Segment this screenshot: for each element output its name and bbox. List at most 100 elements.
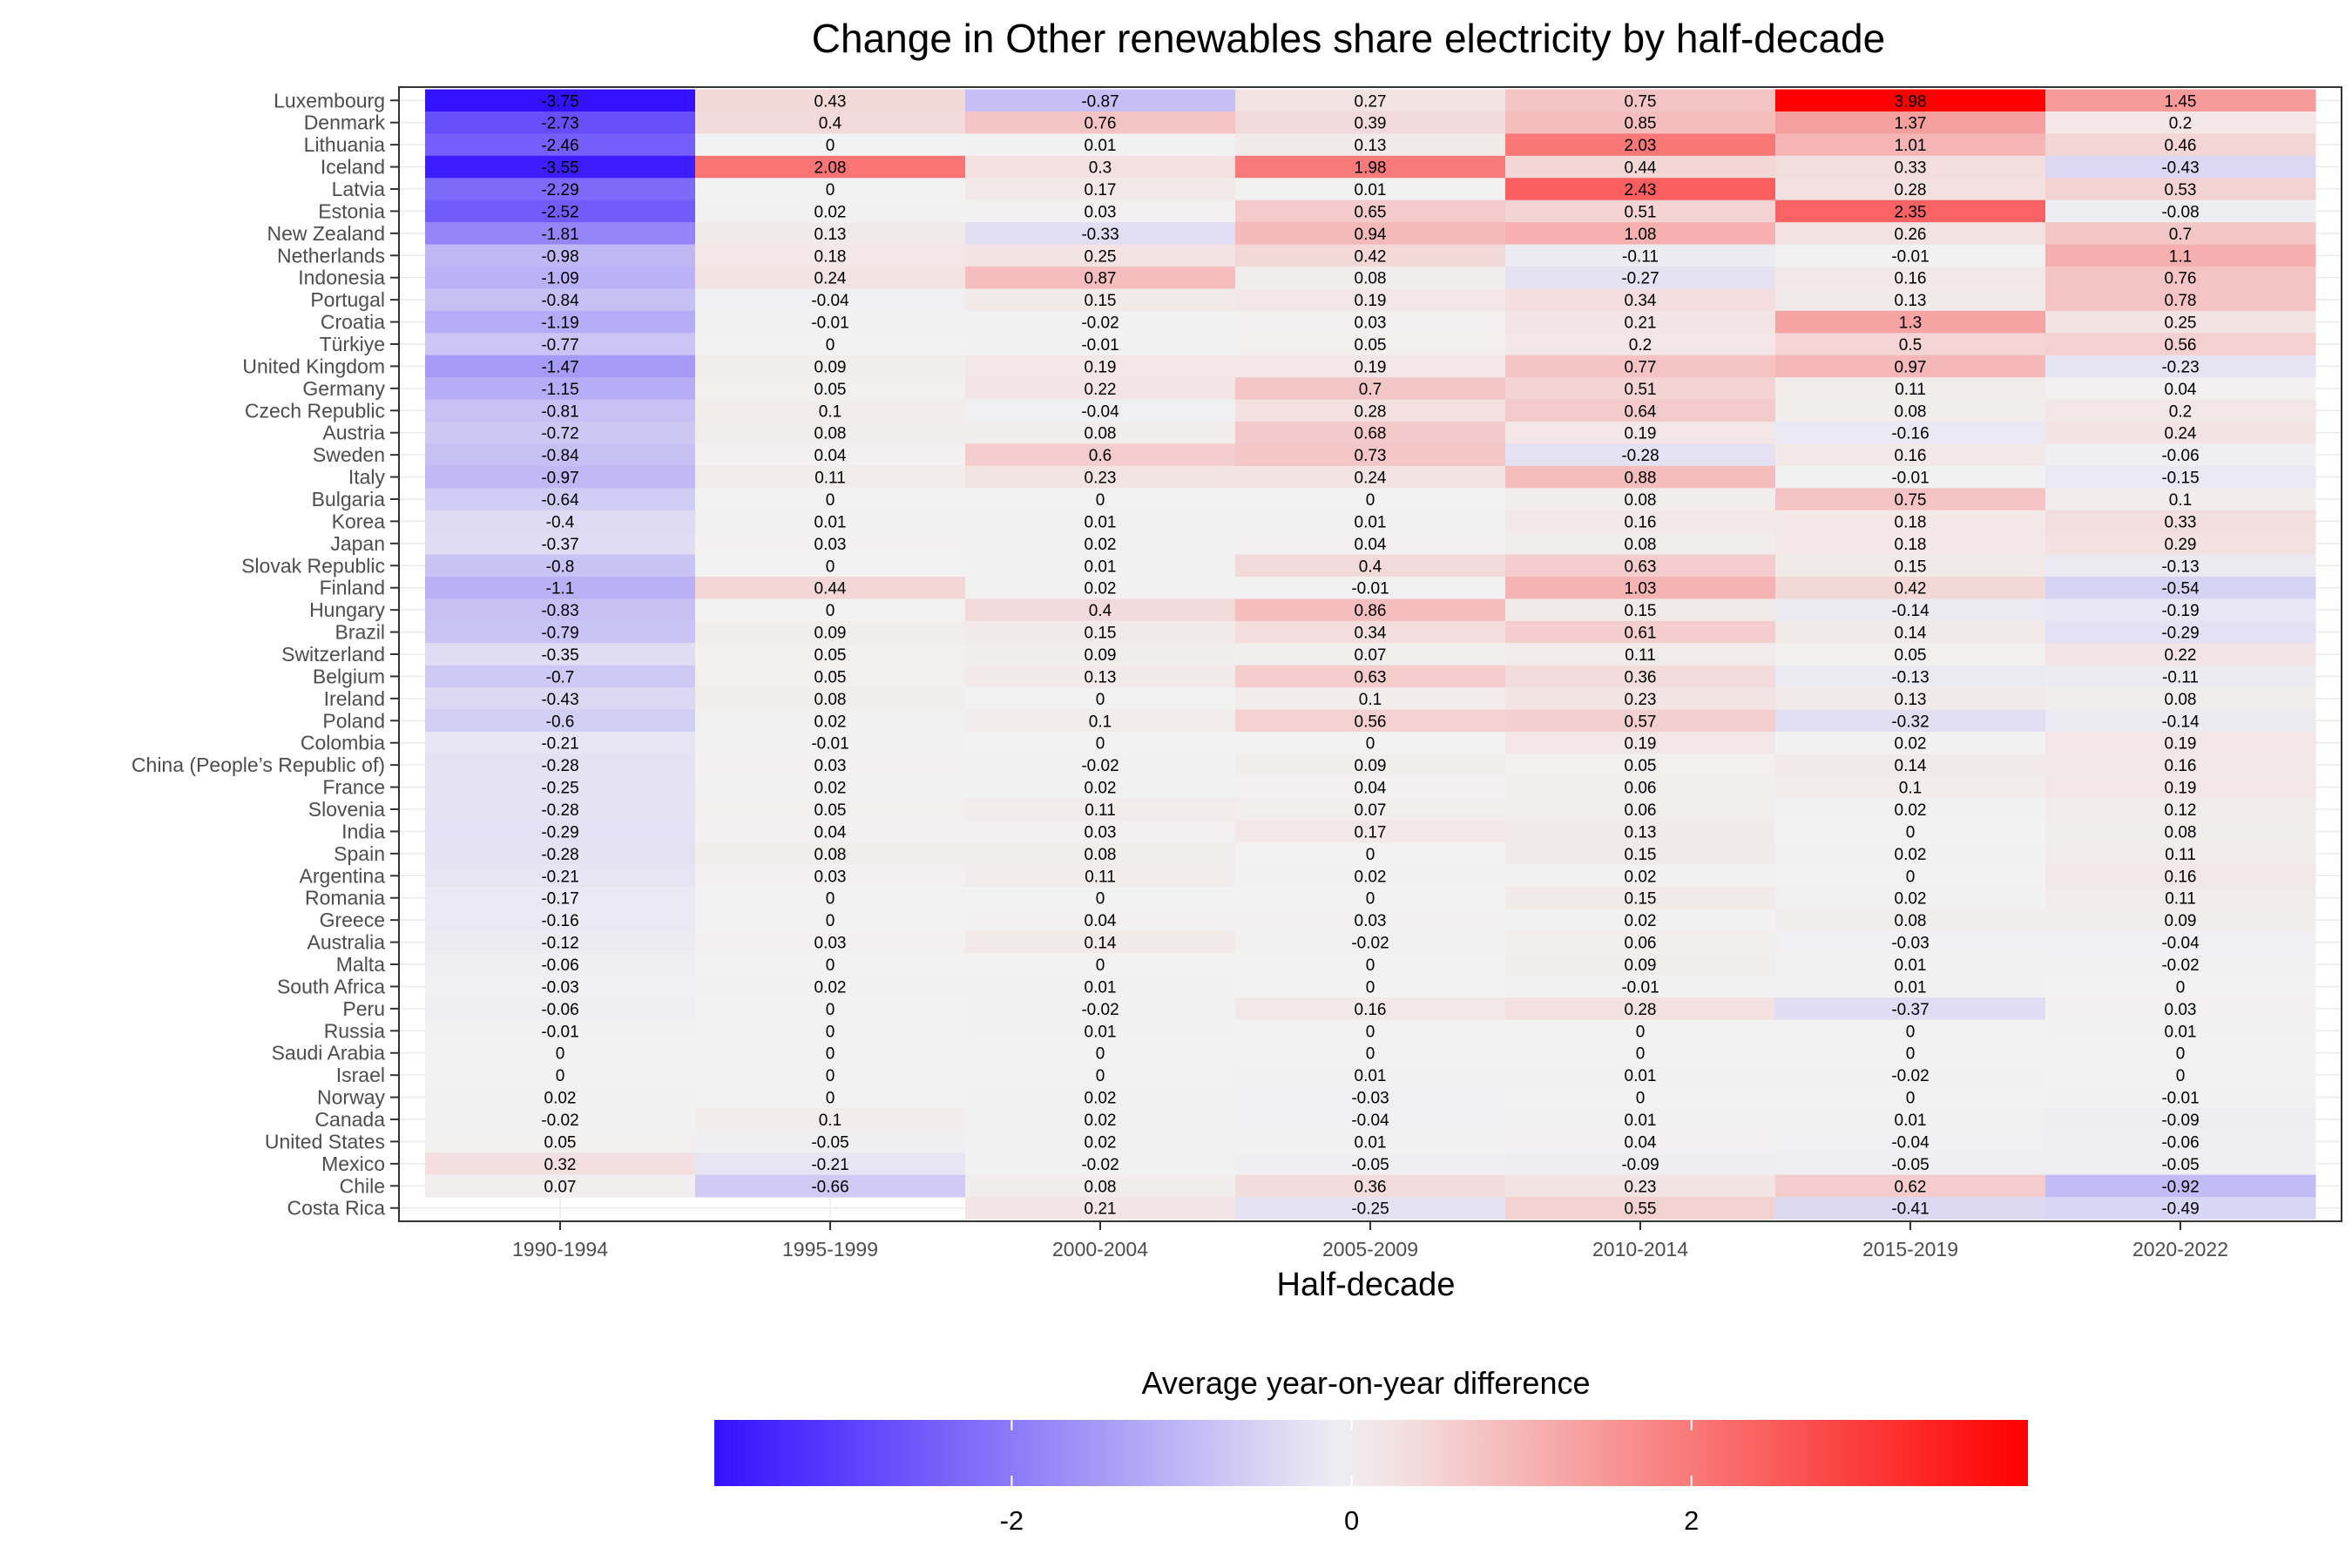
cell-value-label: 0 (1366, 735, 1375, 754)
cell-value-label: 0.34 (1625, 292, 1657, 310)
cell-value-label: 0 (1906, 1090, 1916, 1108)
heatmap-cell (695, 554, 966, 578)
heatmap-cell (695, 887, 966, 909)
cell-value-label: 0 (1096, 735, 1105, 754)
heatmap-cell (2045, 554, 2316, 578)
heatmap-cell (1775, 864, 2046, 888)
cell-value-label: -0.02 (1351, 935, 1389, 953)
heatmap-cell (695, 1085, 966, 1109)
heatmap-cell (2045, 1085, 2316, 1109)
heatmap-cell (695, 576, 966, 599)
row-label: France (322, 776, 385, 799)
heatmap-cell (695, 333, 966, 356)
column-label: 2010-2014 (1592, 1238, 1688, 1260)
heatmap-cell (1235, 1064, 1506, 1087)
heatmap-cell (1505, 909, 1776, 932)
cell-value-label: -0.01 (1621, 978, 1659, 997)
cell-value-label: 0 (1096, 691, 1105, 709)
cell-value-label: 0.02 (1085, 536, 1117, 554)
heatmap-cell (1235, 687, 1506, 711)
cell-value-label: 0.1 (819, 402, 841, 421)
cell-value-label: 0.15 (1625, 602, 1657, 620)
cell-value-label: -0.97 (541, 470, 578, 488)
cell-value-label: -1.1 (546, 580, 575, 598)
heatmap-cell (1235, 887, 1506, 909)
heatmap-cell (425, 111, 696, 134)
legend-tick-label: 0 (1344, 1505, 1359, 1536)
heatmap-cell (1775, 1108, 2046, 1132)
heatmap-cell (695, 199, 966, 223)
cell-value-label: 0.42 (1895, 580, 1927, 598)
cell-value-label: 0.01 (1085, 513, 1117, 531)
heatmap-cell (1235, 488, 1506, 511)
heatmap-cell (425, 310, 696, 334)
heatmap-cell (1235, 377, 1506, 401)
cell-value-label: -0.13 (2161, 558, 2199, 576)
cell-value-label: 0.02 (1085, 1112, 1117, 1130)
heatmap-cell (2045, 355, 2316, 378)
row-label: Poland (322, 709, 385, 732)
heatmap-cell (1775, 443, 2046, 467)
heatmap-cell (425, 887, 696, 909)
heatmap-cell (1505, 510, 1776, 533)
cell-value-label: 0.07 (1355, 801, 1387, 820)
heatmap-cell (965, 930, 1236, 954)
cell-value-label: 0.01 (1355, 1133, 1387, 1152)
heatmap-cell (425, 510, 696, 533)
heatmap-cell (1235, 421, 1506, 444)
cell-value-label: 0.23 (1625, 691, 1657, 709)
heatmap-cell (965, 421, 1236, 444)
cell-value-label: 0.39 (1355, 115, 1387, 133)
heatmap-cell (425, 709, 696, 733)
cell-value-label: 0.33 (2165, 513, 2197, 531)
heatmap-cell (965, 820, 1236, 843)
cell-value-label: 0.01 (1355, 1067, 1387, 1085)
cell-value-label: -0.37 (1891, 1001, 1929, 1019)
heatmap-cell (2045, 665, 2316, 688)
heatmap-cell (1775, 133, 2046, 157)
cell-value-label: 0.28 (1625, 1001, 1657, 1019)
heatmap-cell (965, 909, 1236, 932)
cell-value-label: 0.16 (1625, 513, 1657, 531)
cell-value-label: 0.03 (814, 536, 847, 554)
cell-value-label: 0.01 (1895, 956, 1927, 975)
cell-value-label: 0.02 (1895, 846, 1927, 864)
heatmap-cell (425, 598, 696, 622)
heatmap-cell (965, 155, 1236, 179)
cell-value-label: 0.01 (1625, 1067, 1657, 1085)
cell-value-label: 0.05 (1625, 757, 1657, 775)
cell-value-label: -0.02 (1081, 757, 1119, 775)
heatmap-cell (1505, 133, 1776, 157)
cell-value-label: -0.01 (541, 1023, 578, 1041)
cell-value-label: 0.09 (1625, 956, 1657, 975)
heatmap-cell (1235, 1108, 1506, 1132)
cell-value-label: 0.2 (1629, 336, 1652, 355)
heatmap-cell (1235, 443, 1506, 467)
heatmap-cell (1775, 887, 2046, 909)
cell-value-label: 0 (1096, 1045, 1105, 1064)
cell-value-label: -0.43 (541, 691, 578, 709)
cell-value-label: 0.07 (544, 1178, 577, 1196)
heatmap-cell (695, 111, 966, 134)
cell-value-label: 0 (1906, 1023, 1916, 1041)
heatmap-cell (965, 178, 1236, 201)
cell-value-label: 0.94 (1355, 226, 1387, 244)
heatmap-cell (425, 532, 696, 556)
cell-value-label: 0.01 (1085, 558, 1117, 576)
heatmap-cell (1505, 930, 1776, 954)
heatmap-cell (425, 155, 696, 179)
cell-value-label: -0.06 (2161, 447, 2199, 465)
heatmap-cell (1505, 155, 1776, 179)
row-label: Slovak Republic (241, 554, 385, 577)
heatmap-cell (695, 709, 966, 733)
cell-value-label: 0 (556, 1067, 565, 1085)
cell-value-label: 0.02 (1085, 580, 1117, 598)
cell-value-label: 0.17 (1085, 181, 1117, 199)
cell-value-label: 0.01 (814, 513, 847, 531)
heatmap-cell (965, 709, 1236, 733)
cell-value-label: -0.64 (541, 491, 579, 510)
cell-value-label: 0.08 (1085, 425, 1117, 443)
cell-value-label: 0.76 (2165, 270, 2197, 288)
heatmap-cell (965, 1042, 1236, 1064)
cell-value-label: 0.12 (2165, 801, 2197, 820)
